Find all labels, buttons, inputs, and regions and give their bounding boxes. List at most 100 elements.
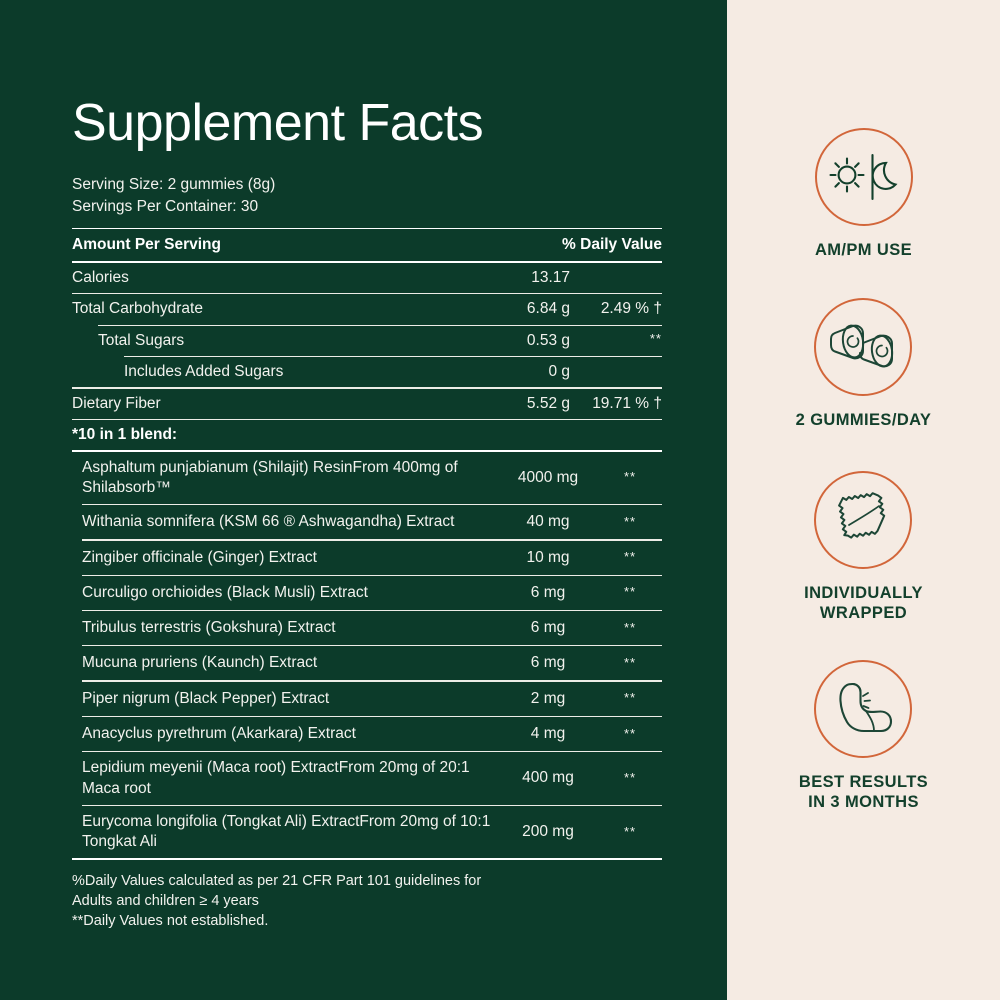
ingredient-daily-value: ** [623,584,637,600]
ingredient-daily-value: ** [623,469,637,485]
blend-heading-rule [72,450,662,452]
ingredient-name: Withania somnifera (KSM 66 ® Ashwagandha… [82,513,455,531]
ingredient-row-rule [82,574,662,576]
badge-label: INDIVIDUALLY WRAPPED [804,583,923,624]
ingredient-source-note: From 20mg of 10:1 Tongkat Ali [82,812,491,851]
ingredient-amount: 6 mg [530,583,566,601]
ingredient-row: Mucuna pruriens (Kaunch) Extract 6 mg ** [72,646,662,680]
ingredient-row-rule [82,503,662,506]
badge-best-results: BEST RESULTS IN 3 MONTHS [799,659,928,813]
badge-label: 2 GUMMIES/DAY [796,410,932,430]
ingredient-row-rule [82,645,662,647]
nutrition-row-rule [98,324,662,326]
footnote-line-1: %Daily Values calculated as per 21 CFR P… [72,872,482,889]
badge-circle [814,659,913,758]
ingredient-source-note: From 400mg of Shilabsorb™ [82,458,458,496]
badge-am-pm-use: AM/PM USE [814,128,913,260]
ingredient-daily-value: ** [623,513,637,529]
ingredient-amount: 6 mg [530,619,566,637]
badge-label: AM/PM USE [815,240,912,260]
table-top-rule [72,227,662,230]
ingredient-daily-value: ** [623,823,637,839]
gummies-icon [830,325,894,368]
nutrition-row-daily-value: 19.71 % † [592,394,662,412]
ingredient-row: Eurycoma longifolia (Tongkat Ali) Extrac… [72,806,662,858]
table-bottom-rule [72,858,662,860]
nutrition-row-rule [72,293,662,295]
ingredient-row: Tribulus terrestris (Gokshura) Extract 6 … [72,611,662,645]
badge-label-line1: AM/PM USE [814,241,913,259]
ingredient-daily-value: ** [623,770,637,786]
page-title: Supplement Facts [72,94,484,152]
ingredient-daily-value: ** [623,549,637,565]
servings-per-container: Servings Per Container: 30 [72,197,259,215]
ingredient-row: Asphaltum punjabianum (Shilajit) ResinFr… [72,452,662,504]
nutrition-row-daily-value: ** [649,330,662,346]
ingredient-row: Anacyclus pyrethrum (Akarkara) Extract 4 … [72,717,662,751]
badge-label-line2: IN 3 MONTHS [808,793,919,812]
ingredient-daily-value: ** [623,725,637,741]
ingredient-row-rule [82,751,662,753]
nutrition-row: Dietary Fiber 5.52 g 19.71 % † [72,389,662,419]
ingredient-amount: 10 mg [526,548,570,566]
footnote-line-2: Adults and children ≥ 4 years [72,892,259,909]
nutrition-row-name: Includes Added Sugars [124,363,284,381]
nutrition-row: Total Sugars 0.53 g ** [72,326,662,356]
ingredient-name: Anacyclus pyrethrum (Akarkara) Extract [82,724,356,742]
badge-gummies-per-day: 2 GUMMIES/DAY [796,298,932,430]
benefit-badges-panel: AM/PM USE 2 GUMMIES/DAY [727,0,1000,1000]
ingredient-name: Asphaltum punjabianum (Shilajit) ResinFr… [82,458,458,496]
ingredient-name: Mucuna pruriens (Kaunch) Extract [82,654,318,672]
badge-label-line1: INDIVIDUALLY [804,583,923,602]
ingredient-row: Lepidium meyenii (Maca root) ExtractFrom… [72,752,662,804]
ingredient-row-rule [82,804,662,806]
nutrition-row-amount: 13.17 [531,268,570,286]
ingredient-row: Withania somnifera (KSM 66 ® Ashwagandha… [72,505,662,539]
ingredient-amount: 4000 mg [517,468,579,486]
header-percent-daily-value: % Daily Value [562,236,662,254]
ingredient-name: Zingiber officinale (Ginger) Extract [82,548,317,566]
ingredient-amount: 400 mg [522,769,574,787]
ingredient-row: Curculigo orchioides (Black Musli) Extra… [72,576,662,610]
nutrition-row: Total Carbohydrate 6.84 g 2.49 % † [72,294,662,324]
ingredient-source-note: From 20mg of 20:1 Maca root [82,759,470,797]
header-amount-per-serving: Amount Per Serving [72,236,221,254]
supplement-facts-left-panel: Supplement Facts Serving Size: 2 gummies… [0,0,727,1000]
nutrition-row: Includes Added Sugars 0 g [72,357,662,387]
badge-circle [814,298,913,397]
ingredient-amount: 4 mg [530,724,566,742]
badge-label-line1: 2 GUMMIES/DAY [795,411,932,430]
ingredient-amount: 2 mg [530,689,566,707]
badge-label: BEST RESULTS IN 3 MONTHS [799,772,928,813]
ingredient-name: Tribulus terrestris (Gokshura) Extract [82,619,336,637]
ingredient-daily-value: ** [623,655,637,671]
footnotes: %Daily Values calculated as per 21 CFR P… [72,871,662,931]
ingredient-amount: 6 mg [530,654,566,672]
nutrition-row-name: Total Sugars [98,331,185,349]
nutrition-row-amount: 6.84 g [526,300,570,318]
serving-info: Serving Size: 2 gummies (8g) Servings Pe… [72,174,662,218]
blend-heading: *10 in 1 blend: [72,426,178,444]
badge-label-line2: WRAPPED [819,604,908,623]
nutrition-row-amount: 0 g [548,363,570,381]
nutrition-row: Calories 13.17 [72,263,662,293]
nutrition-row-amount: 5.52 g [526,394,570,412]
badge-individually-wrapped: INDIVIDUALLY WRAPPED [804,470,923,624]
nutrition-row-name: Total Carbohydrate [72,300,203,318]
ingredient-row-rule [82,715,662,718]
ingredient-row: Zingiber officinale (Ginger) Extract 10 m… [72,541,662,575]
footnote-line-3: **Daily Values not established. [72,912,269,929]
nutrition-row-name: Calories [72,268,129,286]
ingredient-name: Curculigo orchioides (Black Musli) Extra… [82,583,368,601]
ingredient-row-rule [82,539,662,541]
badge-circle [814,470,913,569]
nutrition-row-rule [124,355,662,358]
ingredient-row-rule [82,609,662,612]
ingredient-amount: 40 mg [526,513,570,531]
nutrition-row-name: Dietary Fiber [72,394,161,412]
bicep-icon [839,682,893,732]
wrapper-icon [838,492,886,539]
ingredient-row: Piper nigrum (Black Pepper) Extract 2 mg *… [72,682,662,716]
nutrition-row-daily-value: 2.49 % † [600,300,662,318]
